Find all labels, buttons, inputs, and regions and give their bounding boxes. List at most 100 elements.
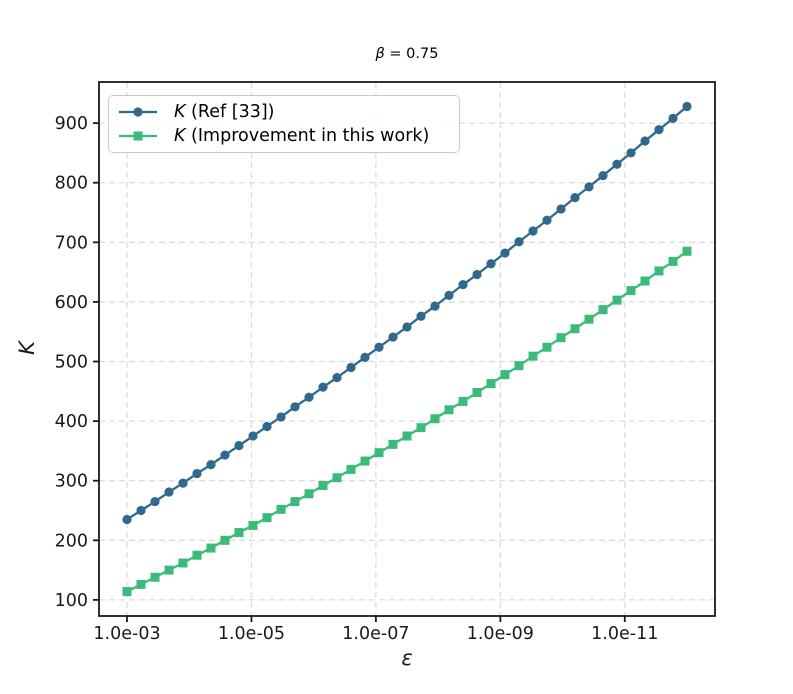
series-0-marker xyxy=(444,290,454,300)
ticklabel-layer: 1.0e-03 1.0e-05 1.0e-07 1.0e-09 1.0e-11 100 20… xyxy=(55,114,659,644)
series-1-marker xyxy=(472,388,482,398)
series-1-marker xyxy=(556,333,566,343)
series-0-marker xyxy=(640,136,650,146)
series-1-marker xyxy=(682,246,692,256)
title-beta-symbol: β xyxy=(375,46,385,62)
xaxis-label: ε xyxy=(401,646,413,670)
series-1-marker xyxy=(612,295,622,305)
series-0-marker xyxy=(654,125,664,135)
series-0-marker xyxy=(136,505,146,516)
series-1-marker xyxy=(150,572,160,582)
series-1-marker xyxy=(416,423,426,433)
tick-layer xyxy=(93,122,626,622)
series-0-marker xyxy=(416,311,426,321)
legend-label: K (Ref [33]) xyxy=(174,102,275,122)
y-tick-label: 600 xyxy=(55,293,88,313)
legend-ref-line-circle-icon xyxy=(119,107,157,117)
series-1-marker xyxy=(542,342,552,352)
series-layer xyxy=(122,101,692,597)
series-0-marker xyxy=(234,440,244,451)
legend-item-improvement: K (Improvement in this work) xyxy=(118,124,449,148)
series-1-marker xyxy=(654,266,664,276)
series-1-marker xyxy=(262,513,272,523)
y-tick-label: 700 xyxy=(55,233,88,253)
series-0-marker xyxy=(598,170,608,181)
series-0-marker xyxy=(248,431,258,441)
x-tick-label: 1.0e-11 xyxy=(591,624,658,644)
series-1-marker xyxy=(500,370,510,380)
series-1-marker xyxy=(332,473,342,483)
series-0-marker xyxy=(290,402,300,412)
series-1-marker xyxy=(122,587,132,597)
y-tick-label: 500 xyxy=(55,353,88,373)
series-1-marker xyxy=(528,351,538,361)
series-0-marker xyxy=(612,159,622,169)
series-0-marker xyxy=(542,215,552,225)
series-1-marker xyxy=(640,276,650,286)
legend-label: K (Improvement in this work) xyxy=(174,126,430,146)
series-0-marker xyxy=(668,113,678,123)
series-0-marker xyxy=(430,301,440,311)
title-value: = 0.75 xyxy=(384,46,439,62)
series-0-marker xyxy=(332,373,342,383)
series-0-marker xyxy=(528,226,538,236)
series-0-marker xyxy=(500,248,510,258)
series-1-marker xyxy=(458,396,468,406)
series-1-marker xyxy=(290,497,300,507)
series-0-marker xyxy=(360,352,370,362)
series-0-marker xyxy=(402,322,412,332)
series-0-marker xyxy=(374,342,384,352)
series-1-marker xyxy=(136,579,146,589)
legend-improvement-line-square-icon xyxy=(119,131,157,141)
chart-title: β = 0.75 xyxy=(99,46,715,62)
y-tick-label: 800 xyxy=(55,174,88,194)
series-0-marker xyxy=(178,478,188,488)
series-1-marker xyxy=(444,405,454,415)
series-0-marker xyxy=(584,182,594,192)
series-0-marker xyxy=(514,237,524,247)
x-tick-label: 1.0e-05 xyxy=(218,624,285,644)
series-1-marker xyxy=(388,439,398,449)
series-1-marker xyxy=(304,489,314,499)
series-1-marker xyxy=(164,565,174,575)
series-0-marker xyxy=(206,460,216,470)
series-1-marker xyxy=(598,305,608,315)
x-tick-label: 1.0e-09 xyxy=(467,624,534,644)
series-0-marker xyxy=(318,382,328,392)
series-0-marker xyxy=(570,193,580,203)
y-tick-label: 300 xyxy=(55,472,88,492)
series-0-marker xyxy=(304,392,314,402)
y-tick-label: 400 xyxy=(55,412,88,432)
series-0-marker xyxy=(122,514,132,525)
series-0-marker xyxy=(486,259,496,269)
legend: K (Ref [33]) K (Improvement in this work… xyxy=(108,95,460,153)
series-0-marker xyxy=(626,148,636,158)
series-1-marker xyxy=(374,448,384,458)
series-1-marker xyxy=(276,504,286,514)
series-0-marker xyxy=(346,362,356,373)
series-0-marker xyxy=(220,450,230,460)
series-1-marker xyxy=(626,286,636,296)
series-1-marker xyxy=(192,550,202,560)
x-tick-label: 1.0e-07 xyxy=(342,624,409,644)
series-1-marker xyxy=(206,543,216,553)
series-1-marker xyxy=(430,414,440,424)
series-1-marker xyxy=(584,314,594,324)
series-1-marker xyxy=(360,456,370,466)
series-1-marker xyxy=(514,361,524,371)
y-tick-label: 200 xyxy=(55,531,88,551)
legend-item-ref: K (Ref [33]) xyxy=(118,100,449,124)
series-1-marker xyxy=(486,379,496,389)
series-1-marker xyxy=(318,480,328,490)
series-0-marker xyxy=(472,269,482,280)
series-0-marker xyxy=(458,280,468,290)
series-0-marker xyxy=(164,487,174,497)
x-tick-label: 1.0e-03 xyxy=(93,624,160,644)
series-1-marker xyxy=(220,535,230,545)
series-1-marker xyxy=(402,431,412,441)
series-0-marker xyxy=(150,496,160,507)
y-tick-label: 100 xyxy=(55,591,88,611)
series-1-marker xyxy=(570,324,580,334)
